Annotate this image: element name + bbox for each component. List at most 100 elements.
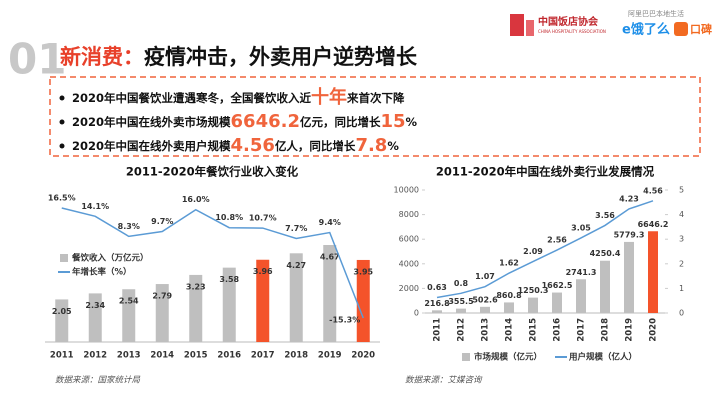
bullet-text: 2020年中国在线外卖市场规模6646.2亿元，同比增长15% xyxy=(72,111,418,132)
line-series xyxy=(61,207,364,319)
bar xyxy=(648,231,658,313)
bullet-part: 2020年中国在线外卖用户规模 xyxy=(72,139,231,153)
bar-value-label: 2.34 xyxy=(85,301,105,310)
y2-tick-label: 4 xyxy=(679,210,684,219)
x-tick-label: 2019 xyxy=(318,351,342,361)
bullet-highlight: 15 xyxy=(380,111,405,132)
bar-value-label: 502.6 xyxy=(472,295,498,304)
bar xyxy=(323,245,337,342)
line-value-label: 14.1% xyxy=(81,202,109,211)
chart-title: 2011-2020年中国在线外卖行业发展情况 xyxy=(436,165,655,179)
bullet-highlight: 7.8 xyxy=(355,135,387,156)
bullet-dot xyxy=(59,95,65,101)
line-value-label: 9.7% xyxy=(151,217,173,226)
association-icon xyxy=(510,14,524,36)
x-tick-label: 2016 xyxy=(217,351,241,361)
x-tick-label: 2012 xyxy=(457,318,467,342)
bar-value-label: 3.23 xyxy=(186,282,206,291)
bar-value-label: 3.96 xyxy=(253,267,273,276)
y2-tick-label: 2 xyxy=(679,259,684,268)
line-value-label: 4.56 xyxy=(643,186,663,195)
bar xyxy=(624,241,634,313)
y-tick-label: 4000 xyxy=(399,259,419,268)
bullet-part: % xyxy=(406,115,418,129)
title-text: 疫情冲击，外卖用户逆势增长 xyxy=(144,45,418,69)
bar-value-label: 355.5 xyxy=(448,297,474,306)
slide-title: 新消费：疫情冲击，外卖用户逆势增长 xyxy=(60,45,418,69)
bar-value-label: 2.05 xyxy=(52,307,72,316)
legend-label: 餐饮收入（万亿元） xyxy=(71,253,149,264)
bullet-part: 2020年中国餐饮业遭遇寒冬，全国餐饮收入近 xyxy=(72,91,312,105)
bar-value-label: 6646.2 xyxy=(638,220,669,229)
x-tick-label: 2018 xyxy=(284,351,308,361)
line-value-label: 2.09 xyxy=(523,247,543,256)
bar-value-label: 5779.3 xyxy=(614,230,645,239)
bar-value-label: 3.95 xyxy=(353,267,373,276)
line-value-label: 3.05 xyxy=(571,223,591,232)
line-series xyxy=(436,200,654,299)
legend-label: 年增长率（%） xyxy=(72,267,132,278)
bar xyxy=(480,306,490,313)
bar xyxy=(456,308,466,313)
x-tick-label: 2015 xyxy=(529,318,539,342)
line-value-label: 16.5% xyxy=(48,194,76,203)
y-tick-label: 8000 xyxy=(399,210,419,219)
bar xyxy=(155,284,169,342)
bar xyxy=(576,279,586,313)
x-tick-label: 2018 xyxy=(601,318,611,342)
section-number: 01 xyxy=(8,35,66,84)
line-value-label: 2.56 xyxy=(547,236,567,245)
line-value-label: 0.63 xyxy=(427,283,447,292)
y-tick-label: 0 xyxy=(414,309,419,318)
bar-value-label: 4250.4 xyxy=(590,249,621,258)
line-value-label: -15.3% xyxy=(329,316,360,325)
bar xyxy=(504,302,514,313)
bar-value-label: 1250.3 xyxy=(518,286,549,295)
source-note: 数据来源：艾媒咨询 xyxy=(405,375,483,386)
bar xyxy=(552,292,562,313)
legend-swatch xyxy=(60,254,68,262)
bar xyxy=(432,310,442,313)
bar-value-label: 216.8 xyxy=(424,299,450,308)
bullet-part: 来首次下降 xyxy=(346,91,405,105)
x-tick-label: 2013 xyxy=(481,318,491,342)
y2-tick-label: 0 xyxy=(679,309,684,318)
bullet-part: 亿人，同比增长 xyxy=(275,139,356,153)
bar xyxy=(600,260,610,313)
x-tick-label: 2014 xyxy=(505,318,515,342)
bar xyxy=(88,293,102,342)
bar-value-label: 2.79 xyxy=(152,292,172,301)
legend-label: 市场规模（亿元） xyxy=(474,352,542,363)
bar-value-label: 2741.3 xyxy=(566,268,597,277)
bullet-text: 2020年中国在线外卖用户规模4.56亿人，同比增长7.8% xyxy=(72,135,399,156)
x-tick-label: 2020 xyxy=(351,351,375,361)
x-tick-label: 2020 xyxy=(649,318,659,342)
line-value-label: 10.7% xyxy=(249,214,277,223)
y2-tick-label: 3 xyxy=(679,235,684,244)
line-value-label: 9.4% xyxy=(319,218,341,227)
bar xyxy=(189,274,203,342)
bar-value-label: 3.58 xyxy=(219,275,239,284)
bullet-part: 亿元，同比增长 xyxy=(300,115,381,129)
source-note: 数据来源：国家统计局 xyxy=(55,375,141,386)
bullet-dot xyxy=(59,143,65,149)
line-value-label: 7.7% xyxy=(285,224,307,233)
x-tick-label: 2017 xyxy=(251,351,275,361)
line-value-label: 8.3% xyxy=(118,222,140,231)
association-en: CHINA HOSPITALITY ASSOCIATION xyxy=(538,29,606,34)
bar-value-label: 1662.5 xyxy=(542,281,573,290)
line-value-label: 10.8% xyxy=(215,213,243,222)
title-highlight: 新消费： xyxy=(60,45,144,69)
line-value-label: 1.07 xyxy=(475,272,495,281)
bar xyxy=(256,259,270,342)
y2-tick-label: 1 xyxy=(679,284,684,293)
bullet-dot xyxy=(59,119,65,125)
line-value-label: 3.56 xyxy=(595,211,615,220)
bar-value-label: 4.67 xyxy=(320,253,340,262)
y-tick-label: 10000 xyxy=(394,186,419,195)
x-tick-label: 2016 xyxy=(553,318,563,342)
x-tick-label: 2014 xyxy=(150,351,174,361)
line-value-label: 16.0% xyxy=(182,195,210,204)
bar xyxy=(356,259,370,342)
